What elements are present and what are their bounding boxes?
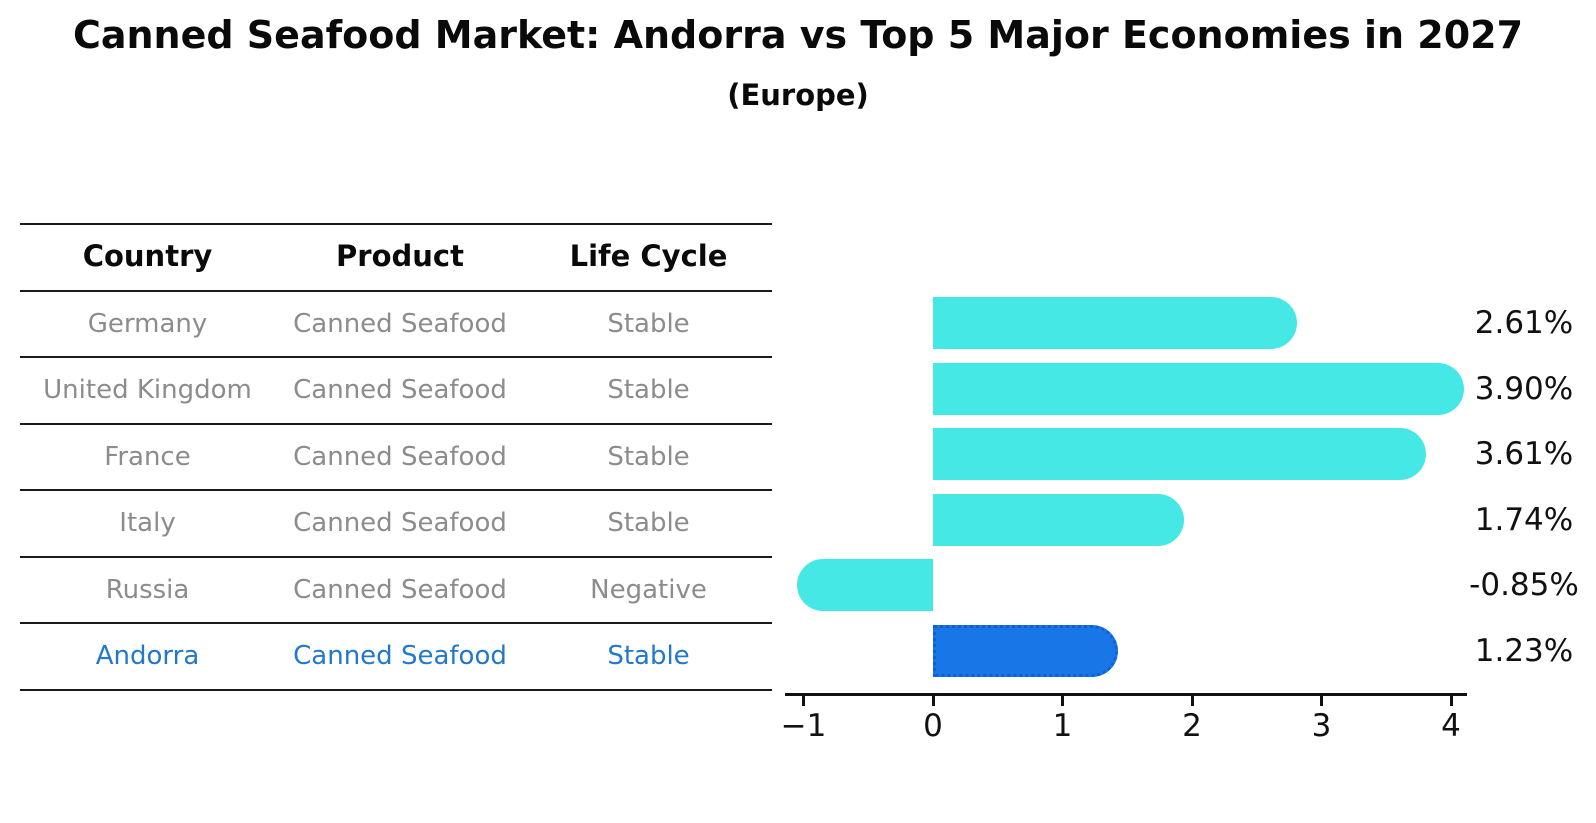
chart-title: Canned Seafood Market: Andorra vs Top 5 … — [72, 13, 1524, 57]
x-axis-tick-4 — [1449, 696, 1453, 706]
country-table: Country Product Life Cycle Germany Canne… — [20, 223, 772, 691]
table-row-united-kingdom: United Kingdom Canned Seafood Stable — [20, 356, 772, 423]
value-label-andorra: 1.23% — [1474, 633, 1574, 669]
bar-russia — [796, 559, 933, 612]
value-label-germany: 2.61% — [1474, 305, 1574, 341]
bar-andorra — [933, 625, 1119, 677]
cell-country: Russia — [105, 575, 190, 605]
cell-country: United Kingdom — [43, 376, 252, 405]
cell-lifecycle: Stable — [607, 509, 690, 538]
x-axis-tick-label-3: 3 — [1311, 708, 1332, 744]
column-header-country: Country — [82, 241, 213, 274]
x-axis-tick-label-4: 4 — [1441, 708, 1461, 744]
table-row-russia: Russia Canned Seafood Negative — [20, 555, 772, 623]
cell-country: France — [104, 442, 191, 472]
bar-united-kingdom — [933, 362, 1465, 415]
table-row-germany: Germany Canned Seafood Stable — [20, 289, 772, 357]
x-axis-tick-label-2: 2 — [1182, 708, 1202, 744]
x-axis-tick-2 — [1190, 696, 1194, 706]
bar-germany — [933, 297, 1297, 349]
cell-product: Canned Seafood — [293, 309, 507, 339]
bar-italy — [933, 493, 1185, 546]
value-label-united-kingdom: 3.90% — [1474, 370, 1574, 407]
cell-lifecycle: Stable — [607, 442, 690, 472]
cell-lifecycle: Negative — [590, 575, 707, 605]
cell-lifecycle: Stable — [607, 376, 690, 405]
value-label-russia: -0.85% — [1469, 567, 1579, 604]
cell-country: Andorra — [95, 642, 200, 671]
x-axis-tick-0 — [931, 696, 935, 706]
table-row-italy: Italy Canned Seafood Stable — [20, 489, 772, 556]
cell-lifecycle: Stable — [607, 309, 690, 339]
cell-product: Canned Seafood — [293, 509, 507, 538]
table-row-france: France Canned Seafood Stable — [20, 422, 772, 490]
x-axis-tick-1 — [1061, 696, 1064, 706]
cell-product: Canned Seafood — [293, 642, 507, 671]
column-header-product: Product — [336, 241, 464, 274]
cell-product: Canned Seafood — [293, 442, 507, 472]
cell-country: Germany — [87, 309, 208, 339]
x-axis-tick--1 — [802, 696, 805, 706]
chart-subtitle: (Europe) — [727, 78, 869, 112]
x-axis-tick-label--1: −1 — [780, 708, 827, 744]
x-axis-tick-label-0: 0 — [923, 708, 943, 744]
x-axis-tick-label-1: 1 — [1052, 708, 1073, 744]
cell-country: Italy — [119, 509, 176, 538]
table-row-andorra: Andorra Canned Seafood Stable — [20, 622, 772, 689]
value-label-france: 3.61% — [1474, 436, 1574, 473]
x-axis-line — [785, 693, 1467, 696]
x-axis-tick-3 — [1320, 696, 1323, 706]
column-header-lifecycle: Life Cycle — [569, 241, 728, 274]
table-header-row: Country Product Life Cycle — [20, 223, 772, 290]
bar-france — [933, 428, 1427, 481]
cell-product: Canned Seafood — [293, 575, 507, 605]
cell-lifecycle: Stable — [607, 642, 690, 671]
cell-product: Canned Seafood — [293, 376, 507, 405]
value-label-italy: 1.74% — [1474, 501, 1574, 538]
